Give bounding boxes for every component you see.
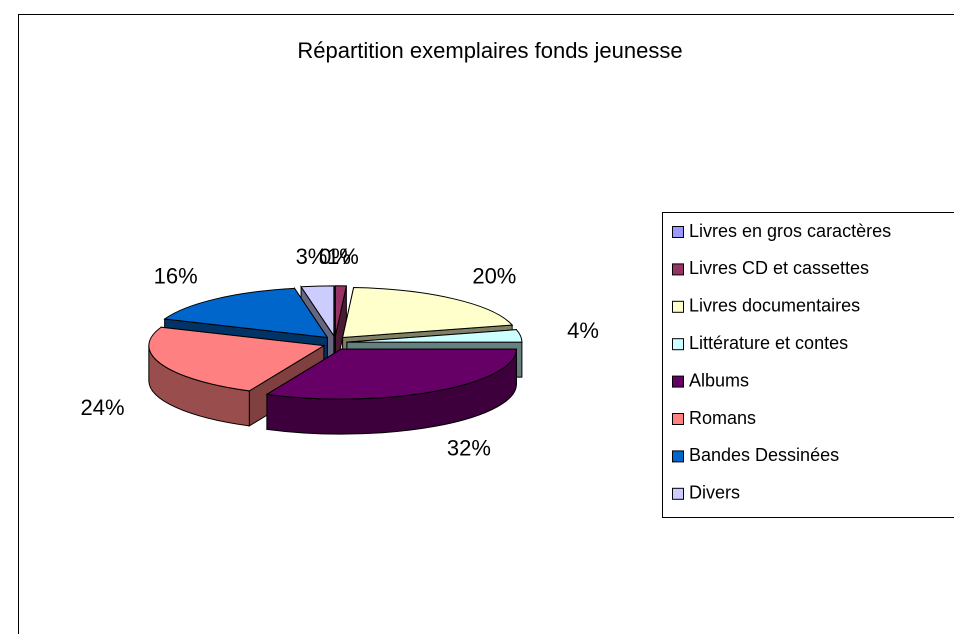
- legend-label: Livres CD et cassettes: [689, 258, 869, 278]
- data-label: 3%: [296, 244, 328, 269]
- pie-slice: [148, 326, 326, 392]
- legend-swatch: [672, 338, 684, 351]
- legend-box: [662, 212, 954, 518]
- pie-tops: [148, 285, 523, 400]
- legend: Livres en gros caractères Livres CD et ca…: [672, 221, 891, 503]
- legend-label: Littérature et contes: [689, 333, 848, 353]
- legend-label: Romans: [689, 408, 756, 428]
- pie-slice: [163, 287, 329, 339]
- data-label: 16%: [154, 263, 198, 288]
- data-label: 32%: [447, 436, 491, 461]
- pie-slice: [300, 285, 335, 338]
- legend-swatch: [672, 263, 684, 276]
- data-label: 20%: [472, 263, 516, 288]
- legend-swatch: [672, 413, 684, 425]
- pie-slice: [342, 287, 514, 338]
- legend-label: Livres documentaires: [689, 296, 860, 316]
- legend-label: Livres en gros caractères: [689, 221, 891, 241]
- legend-label: Albums: [689, 370, 749, 390]
- chart-title: Répartition exemplaires fonds jeunesse: [297, 38, 682, 63]
- data-label: 1%: [327, 244, 359, 269]
- data-label: 24%: [81, 395, 125, 420]
- legend-swatch: [672, 450, 684, 463]
- legend-swatch: [672, 375, 684, 388]
- legend-label: Divers: [689, 483, 740, 503]
- pie-slice: [334, 285, 347, 336]
- data-label: 0%: [319, 244, 351, 269]
- pie-slice: [265, 348, 517, 400]
- legend-label: Bandes Dessinées: [689, 445, 839, 465]
- labels: 0%1% 20% 4% 32% 24% 16% 3%: [81, 244, 599, 461]
- data-label: 4%: [567, 318, 599, 343]
- legend-swatch: [672, 226, 684, 238]
- legend-swatch: [672, 300, 684, 313]
- legend-swatch: [672, 487, 684, 500]
- pie-slice: [346, 329, 523, 343]
